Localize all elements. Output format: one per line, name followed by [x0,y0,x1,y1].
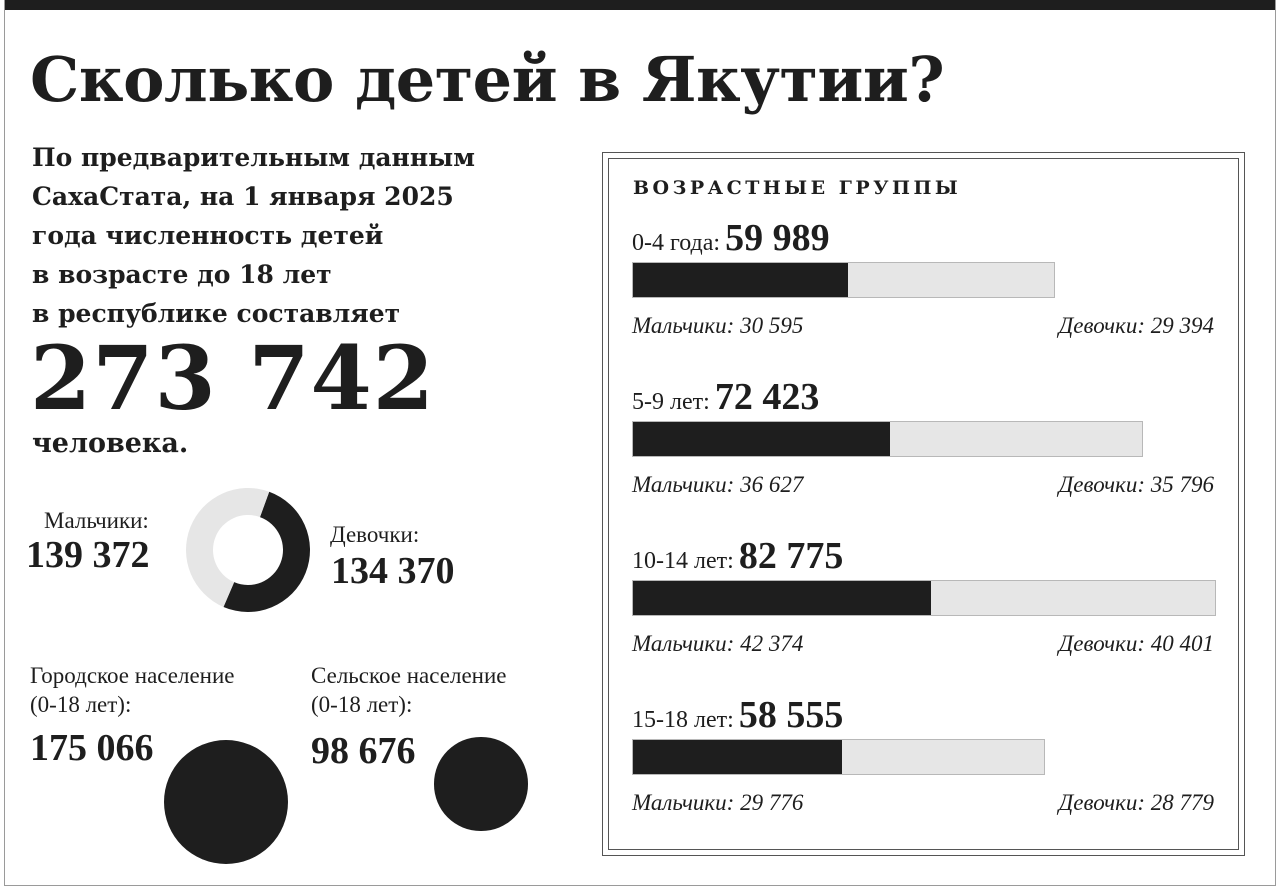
urban-label-line: (0-18 лет): [30,692,132,717]
boys-caption-label: Мальчики: [632,631,735,656]
age-group-head: 5-9 лет: 72 423 [632,375,819,426]
infographic-frame [4,0,1276,886]
girls-caption-value: 40 401 [1150,631,1214,656]
boys-caption-value: 30 595 [740,313,804,338]
boys-caption-label: Мальчики: [632,790,735,815]
donut-slice-boys [223,491,311,612]
total-children-unit: человека. [32,428,189,459]
page-title: Сколько детей в Якутии? [30,43,945,116]
age-group-15-18: 15-18 лет: 58 555 Мальчики: 29 776 Девоч… [632,693,1222,843]
age-group-head: 0-4 года: 59 989 [632,216,830,267]
girls-value: 134 370 [331,550,455,592]
girls-caption: Девочки: 40 401 [1059,630,1214,658]
age-group-label: 5-9 лет: [632,389,710,415]
top-rule [4,0,1276,10]
girls-caption-value: 35 796 [1150,472,1214,497]
age-group-total: 82 775 [738,535,844,577]
age-groups-title: ВОЗРАСТНЫЕ ГРУППЫ [633,177,962,199]
urban-value: 175 066 [30,727,154,769]
intro-line: в возрасте до 18 лет [32,260,332,289]
girls-caption-value: 29 394 [1150,313,1214,338]
girls-caption-value: 28 779 [1150,790,1214,815]
girls-caption-label: Девочки: [1058,631,1145,656]
urban-label-line: Городское население [30,663,235,688]
age-group-5-9: 5-9 лет: 72 423 Мальчики: 36 627 Девочки… [632,375,1222,525]
rural-label: Сельское население (0-18 лет): [311,661,506,719]
boys-value: 139 372 [26,534,150,576]
rural-label-line: (0-18 лет): [311,692,413,717]
boys-caption-value: 42 374 [740,631,804,656]
girls-caption: Девочки: 35 796 [1059,471,1214,499]
age-group-0-4: 0-4 года: 59 989 Мальчики: 30 595 Девочк… [632,216,1222,366]
age-group-total: 58 555 [738,694,844,736]
age-group-10-14: 10-14 лет: 82 775 Мальчики: 42 374 Девоч… [632,534,1222,684]
boys-caption: Мальчики: 30 595 [632,312,803,340]
age-group-label: 10-14 лет: [632,548,734,574]
age-bar-boys [633,263,848,297]
age-bar-track [632,739,1046,775]
girls-label: Девочки: [330,522,420,547]
age-bar-boys [633,422,891,456]
age-group-head: 15-18 лет: 58 555 [632,693,843,744]
age-bar-track [632,421,1143,457]
age-bar-track [632,580,1216,616]
rural-label-line: Сельское население [311,663,507,688]
age-group-total: 59 989 [725,217,830,259]
age-group-total: 72 423 [714,376,820,418]
boys-caption-value: 36 627 [740,472,804,497]
gender-donut-chart [186,488,311,612]
intro-line: года численность детей [32,221,384,250]
boys-caption-label: Мальчики: [632,472,735,497]
age-bar-boys [633,581,931,615]
donut-slice-girls [186,488,270,607]
boys-caption: Мальчики: 36 627 [632,471,803,499]
boys-label: Мальчики: [44,508,149,533]
boys-caption-value: 29 776 [740,790,804,815]
rural-bubble [434,737,528,831]
boys-caption: Мальчики: 42 374 [632,630,803,658]
intro-line: СахаСтата, на 1 января 2025 [32,182,454,211]
age-group-label: 15-18 лет: [632,707,734,733]
boys-caption-label: Мальчики: [632,313,735,338]
age-bar-boys [633,740,843,774]
age-group-head: 10-14 лет: 82 775 [632,534,843,585]
age-groups-panel [602,152,1245,856]
girls-caption-label: Девочки: [1058,313,1145,338]
urban-bubble [164,740,288,864]
girls-caption: Девочки: 29 394 [1059,312,1214,340]
age-group-label: 0-4 года: [632,230,721,256]
urban-label: Городское население (0-18 лет): [30,661,235,719]
rural-value: 98 676 [311,730,416,772]
intro-line: По предварительным данным [32,143,475,172]
intro-text: По предварительным данным СахаСтата, на … [32,138,552,333]
age-bar-track [632,262,1056,298]
age-groups-panel-inner [608,158,1239,850]
girls-caption-label: Девочки: [1058,472,1145,497]
girls-caption-label: Девочки: [1058,790,1145,815]
girls-caption: Девочки: 28 779 [1059,789,1214,817]
boys-caption: Мальчики: 29 776 [632,789,803,817]
intro-line: в республике составляет [32,299,401,328]
total-children-value: 273 742 [30,326,436,430]
